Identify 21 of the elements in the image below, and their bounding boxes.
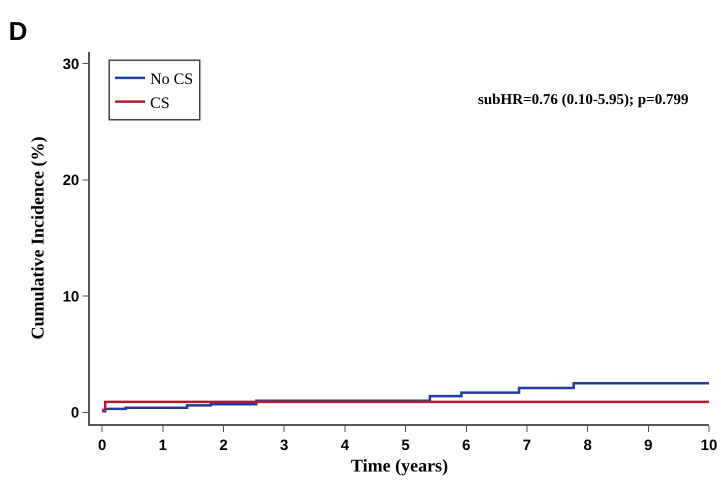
y-tick-label: 0	[70, 404, 80, 422]
legend-label: No CS	[150, 71, 194, 88]
y-tick-label: 10	[62, 288, 80, 306]
x-tick-label: 0	[98, 436, 106, 454]
x-tick-label: 5	[401, 436, 410, 454]
annotation: subHR=0.76 (0.10-5.95); p=0.799	[478, 92, 688, 108]
x-tick-label: 1	[158, 436, 167, 454]
x-tick-label: 3	[280, 436, 288, 454]
chart-title: D	[8, 16, 28, 46]
x-tick-label: 8	[583, 436, 592, 454]
x-tick-label: 6	[462, 436, 470, 454]
x-tick-label: 10	[700, 436, 718, 454]
x-tick-label: 4	[340, 436, 350, 454]
x-tick-label: 7	[522, 436, 532, 454]
x-tick-label: 2	[219, 436, 228, 454]
y-axis-title: Cumulative Incidence (%)	[27, 136, 48, 340]
x-axis-title: Time (years)	[350, 455, 448, 476]
y-tick-label: 30	[62, 56, 80, 73]
y-tick-label: 20	[62, 172, 80, 190]
legend-label: CS	[150, 94, 170, 112]
x-tick-label: 9	[644, 436, 652, 454]
